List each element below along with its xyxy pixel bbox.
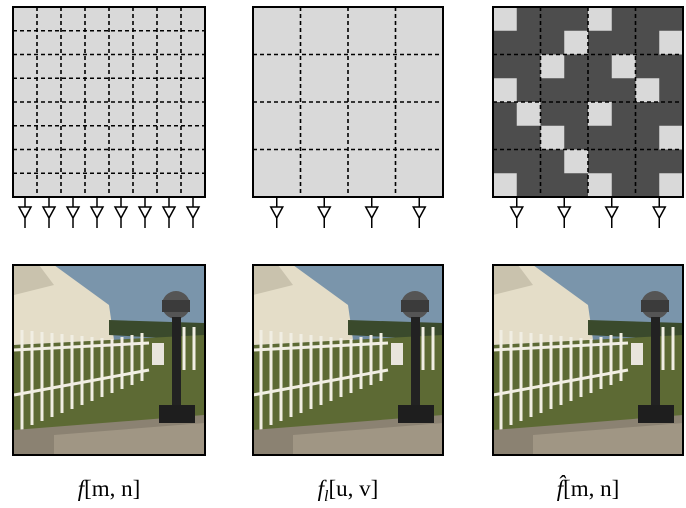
subpixel [636, 78, 660, 102]
sensor [606, 197, 618, 228]
subpixel [588, 102, 612, 126]
sensor [43, 197, 55, 228]
subpixel [564, 31, 588, 55]
subpixel [541, 55, 565, 79]
subpixel [541, 126, 565, 150]
sensor [511, 197, 523, 228]
subpixel [588, 7, 612, 31]
sensor [67, 197, 79, 228]
subpixel [612, 55, 636, 79]
subpixel [659, 126, 683, 150]
subpixel [659, 173, 683, 197]
sensor [91, 197, 103, 228]
sensor [115, 197, 127, 228]
sensor [318, 197, 330, 228]
subpixel [659, 31, 683, 55]
sensor [139, 197, 151, 228]
subpixel [493, 78, 517, 102]
sensor [558, 197, 570, 228]
image [493, 265, 683, 455]
subpixel [588, 173, 612, 197]
sensor [187, 197, 199, 228]
label-args: [m, n] [563, 476, 619, 501]
subpixel [564, 150, 588, 174]
label-args: [u, v] [329, 476, 379, 501]
sensor [271, 197, 283, 228]
sensor [19, 197, 31, 228]
grids [13, 7, 683, 228]
image [253, 265, 443, 455]
label: fl[u, v] [318, 476, 379, 505]
sensor [163, 197, 175, 228]
label: f[m, n] [78, 476, 141, 501]
subpixel [493, 173, 517, 197]
sensor [413, 197, 425, 228]
label-args: [m, n] [84, 476, 140, 501]
figure: f[m, n] fl[u, v] f̂[m, n] [0, 0, 686, 508]
subpixel [517, 102, 541, 126]
subpixel [493, 7, 517, 31]
sensor [366, 197, 378, 228]
sensor [653, 197, 665, 228]
image [14, 265, 204, 455]
label: f̂[m, n] [557, 474, 620, 501]
